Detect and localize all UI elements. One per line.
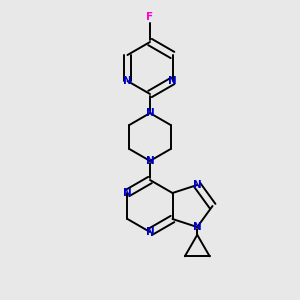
Text: N: N	[193, 180, 202, 190]
Text: N: N	[123, 188, 132, 198]
Text: N: N	[146, 156, 154, 166]
Text: N: N	[146, 108, 154, 118]
Text: N: N	[193, 222, 202, 232]
Text: F: F	[146, 12, 154, 22]
Text: N: N	[123, 76, 132, 86]
Text: N: N	[168, 76, 177, 86]
Text: N: N	[146, 227, 154, 237]
